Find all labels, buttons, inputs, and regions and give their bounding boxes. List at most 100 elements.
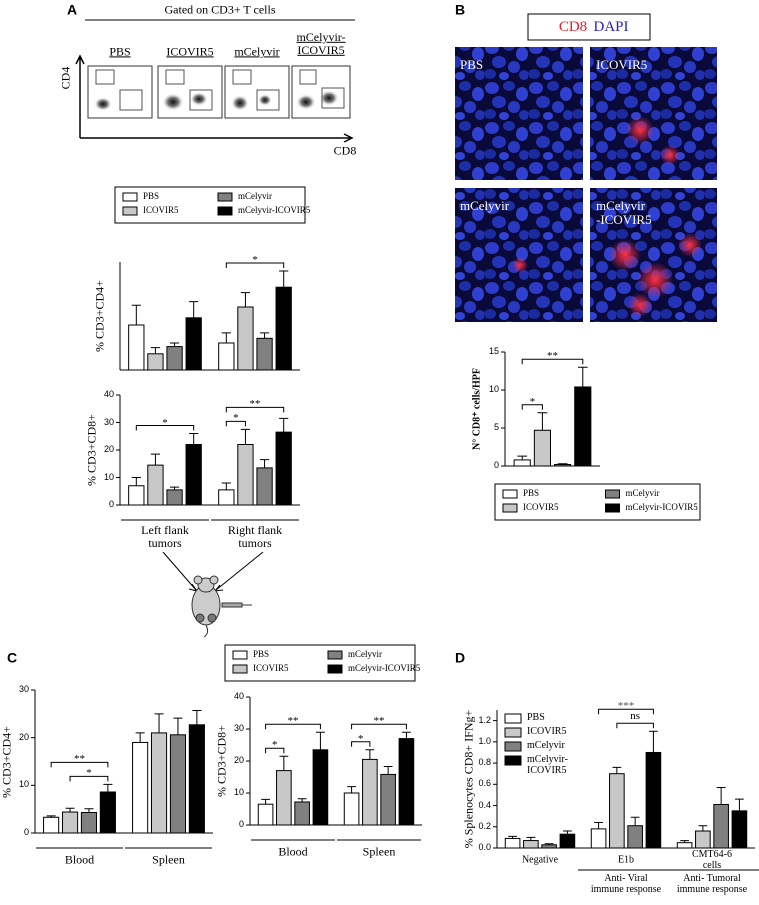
significance-bracket bbox=[521, 358, 584, 365]
y-tick-label: 0 bbox=[23, 827, 29, 838]
error-bar bbox=[103, 783, 113, 793]
flow-plots bbox=[87, 65, 351, 119]
error-bar bbox=[150, 453, 161, 466]
y-tick-label: 20 bbox=[233, 755, 244, 766]
significance-label: ** bbox=[287, 715, 299, 728]
legend-swatch bbox=[504, 741, 522, 752]
y-tick-label: 1.0 bbox=[478, 735, 491, 746]
error-bar bbox=[612, 766, 622, 774]
significance-label: ** bbox=[547, 350, 558, 363]
panel-letter: D bbox=[454, 649, 466, 666]
legend-label: mCelyvir bbox=[527, 740, 565, 751]
y-tick-label: 0.6 bbox=[478, 778, 491, 789]
significance-label: ** bbox=[74, 753, 85, 766]
bar bbox=[185, 444, 202, 506]
error-bar bbox=[557, 463, 568, 465]
bar bbox=[275, 431, 292, 506]
error-bar bbox=[577, 366, 588, 387]
error-bar bbox=[537, 412, 548, 431]
legend-label: mCelyvir-ICOVIR5 bbox=[238, 205, 311, 216]
error-bar bbox=[189, 301, 199, 318]
bar bbox=[166, 346, 183, 371]
significance-bracket bbox=[616, 722, 654, 729]
bar bbox=[218, 489, 235, 506]
bar bbox=[128, 485, 145, 506]
cd8-signal bbox=[628, 293, 652, 317]
legend-label: mCelyvir bbox=[625, 488, 660, 499]
stain-label: CD8 bbox=[558, 18, 588, 35]
bar bbox=[523, 840, 539, 849]
y-tick-label: 30 bbox=[18, 684, 29, 695]
error-bar bbox=[169, 342, 180, 347]
category-label: Negative bbox=[521, 854, 559, 866]
y-axis-label: % CD3+CD4+ bbox=[92, 280, 107, 352]
micrograph-label: mCelyvir bbox=[460, 198, 510, 213]
panel-letter: C bbox=[6, 649, 18, 666]
legend-swatch bbox=[504, 727, 522, 738]
significance-bracket bbox=[225, 406, 285, 413]
error-bar bbox=[261, 798, 270, 805]
micrograph bbox=[455, 188, 583, 322]
legend-label: mCelyvir-ICOVIR5 bbox=[348, 663, 421, 674]
y-tick-label: 0 bbox=[238, 819, 244, 830]
y-tick-label: 40 bbox=[103, 389, 114, 400]
error-bar bbox=[135, 732, 145, 743]
significance-bracket bbox=[225, 420, 246, 427]
error-bar bbox=[517, 455, 528, 460]
error-bar bbox=[131, 477, 141, 486]
cd8-signal bbox=[678, 233, 702, 257]
y-tick-label: 0.2 bbox=[478, 820, 491, 831]
flow-y-label: CD4 bbox=[58, 66, 73, 90]
error-bar bbox=[716, 786, 726, 805]
legend-label: ICOVIR5 bbox=[527, 726, 567, 737]
bar bbox=[676, 842, 693, 849]
legend-label: mCelyvir bbox=[348, 649, 382, 660]
error-bar bbox=[46, 815, 56, 818]
bar bbox=[398, 738, 415, 826]
error-bar bbox=[150, 347, 161, 354]
significance-bracket bbox=[135, 425, 195, 431]
y-tick-label: 40 bbox=[233, 691, 244, 702]
subcategory-label: Anti- Viral immune response bbox=[590, 873, 662, 895]
legend-box bbox=[224, 644, 416, 682]
error-bar bbox=[383, 765, 393, 775]
bar bbox=[731, 810, 748, 849]
category-label: Blood bbox=[278, 844, 308, 859]
flow-plot bbox=[291, 65, 351, 119]
bar bbox=[513, 459, 531, 467]
legend-label: ICOVIR5 bbox=[143, 205, 179, 216]
cd8-signal bbox=[626, 116, 654, 144]
micrographs bbox=[455, 47, 717, 322]
gate-label: Gated on CD3+ T cells bbox=[164, 2, 276, 17]
legend-label: PBS bbox=[527, 712, 545, 723]
bar bbox=[80, 812, 98, 834]
error-bar bbox=[365, 749, 375, 760]
y-tick-label: 10 bbox=[488, 384, 499, 395]
significance-label: ** bbox=[373, 715, 385, 728]
error-bar bbox=[563, 830, 572, 835]
legend-swatch bbox=[232, 664, 248, 674]
bar bbox=[533, 429, 551, 467]
bar bbox=[128, 324, 145, 371]
bar bbox=[256, 467, 273, 506]
bar bbox=[554, 463, 572, 467]
error-bar bbox=[221, 482, 231, 490]
bar bbox=[294, 801, 310, 826]
cd8-signal bbox=[637, 262, 673, 298]
y-axis-label: % Splenocytes CD8+ IFNg+ bbox=[461, 709, 476, 849]
flow-plot bbox=[224, 65, 290, 119]
legend-box bbox=[114, 186, 306, 224]
y-tick-label: 10 bbox=[18, 779, 29, 790]
bar bbox=[343, 792, 360, 826]
flow-plot bbox=[157, 65, 223, 119]
bar bbox=[147, 464, 164, 506]
error-bar bbox=[347, 786, 356, 793]
y-tick-label: 30 bbox=[233, 723, 244, 734]
error-bar bbox=[154, 713, 164, 733]
significance-label: * bbox=[86, 767, 92, 780]
bar bbox=[541, 844, 557, 849]
error-bar bbox=[594, 822, 603, 829]
y-axis-label: N° CD8⁺ cells/HPF bbox=[471, 367, 483, 451]
